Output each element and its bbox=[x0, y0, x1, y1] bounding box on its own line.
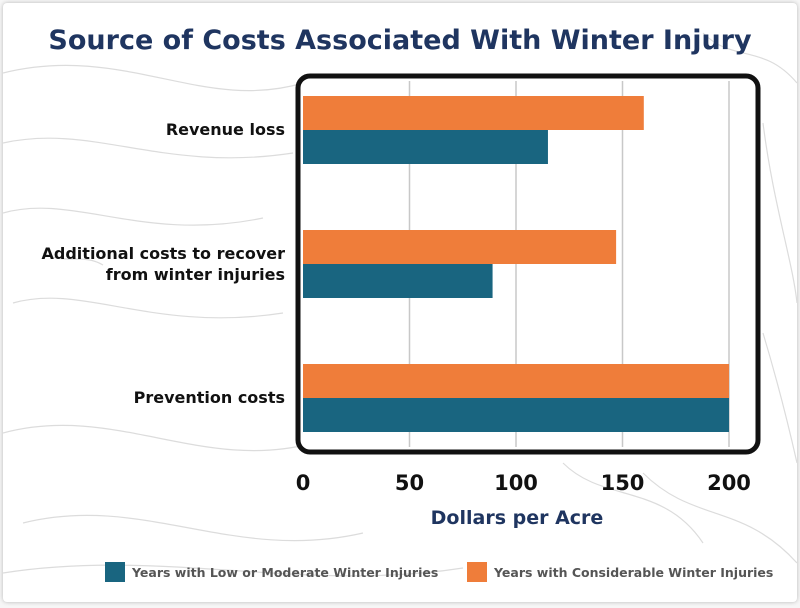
x-tick-label: 200 bbox=[707, 471, 751, 495]
x-tick-label: 100 bbox=[494, 471, 538, 495]
legend: Years with Low or Moderate Winter Injuri… bbox=[105, 562, 773, 582]
background-line bbox=[3, 64, 304, 92]
background-line bbox=[642, 472, 797, 564]
legend-swatch bbox=[467, 562, 487, 582]
background-line bbox=[3, 207, 264, 226]
legend-label: Years with Considerable Winter Injuries bbox=[493, 565, 773, 580]
background-line bbox=[702, 32, 797, 84]
x-tick-label: 50 bbox=[395, 471, 424, 495]
bar bbox=[303, 264, 493, 298]
bar bbox=[303, 130, 548, 164]
x-axis-title: Dollars per Acre bbox=[431, 507, 604, 529]
category-label: Additional costs to recover from winter i… bbox=[42, 244, 286, 284]
background-line bbox=[762, 332, 797, 464]
background-line bbox=[12, 297, 284, 319]
x-tick-label: 0 bbox=[296, 471, 311, 495]
background-line bbox=[22, 514, 364, 542]
bar-chart: Source of Costs Associated With Winter I… bbox=[3, 25, 797, 582]
background-line bbox=[42, 252, 104, 266]
chart-title: Source of Costs Associated With Winter I… bbox=[48, 25, 752, 56]
background-line bbox=[3, 564, 464, 577]
bar bbox=[303, 96, 644, 130]
background-line bbox=[3, 424, 314, 452]
category-label: Revenue loss bbox=[166, 120, 285, 139]
x-tick-labels: 0 50 100 150 200 bbox=[296, 471, 751, 495]
background-texture bbox=[3, 32, 797, 577]
legend-label: Years with Low or Moderate Winter Injuri… bbox=[131, 565, 438, 580]
background-line bbox=[3, 137, 294, 159]
x-tick-label: 150 bbox=[601, 471, 645, 495]
legend-swatch bbox=[105, 562, 125, 582]
category-labels: Revenue loss Additional costs to recover f… bbox=[42, 120, 286, 407]
category-label: Prevention costs bbox=[134, 388, 285, 407]
bars bbox=[303, 96, 729, 432]
bar bbox=[303, 398, 729, 432]
chart-frame: Source of Costs Associated With Winter I… bbox=[3, 3, 797, 602]
background-line bbox=[562, 462, 704, 544]
bar bbox=[303, 364, 729, 398]
bar bbox=[303, 230, 617, 264]
background-line bbox=[762, 122, 797, 304]
